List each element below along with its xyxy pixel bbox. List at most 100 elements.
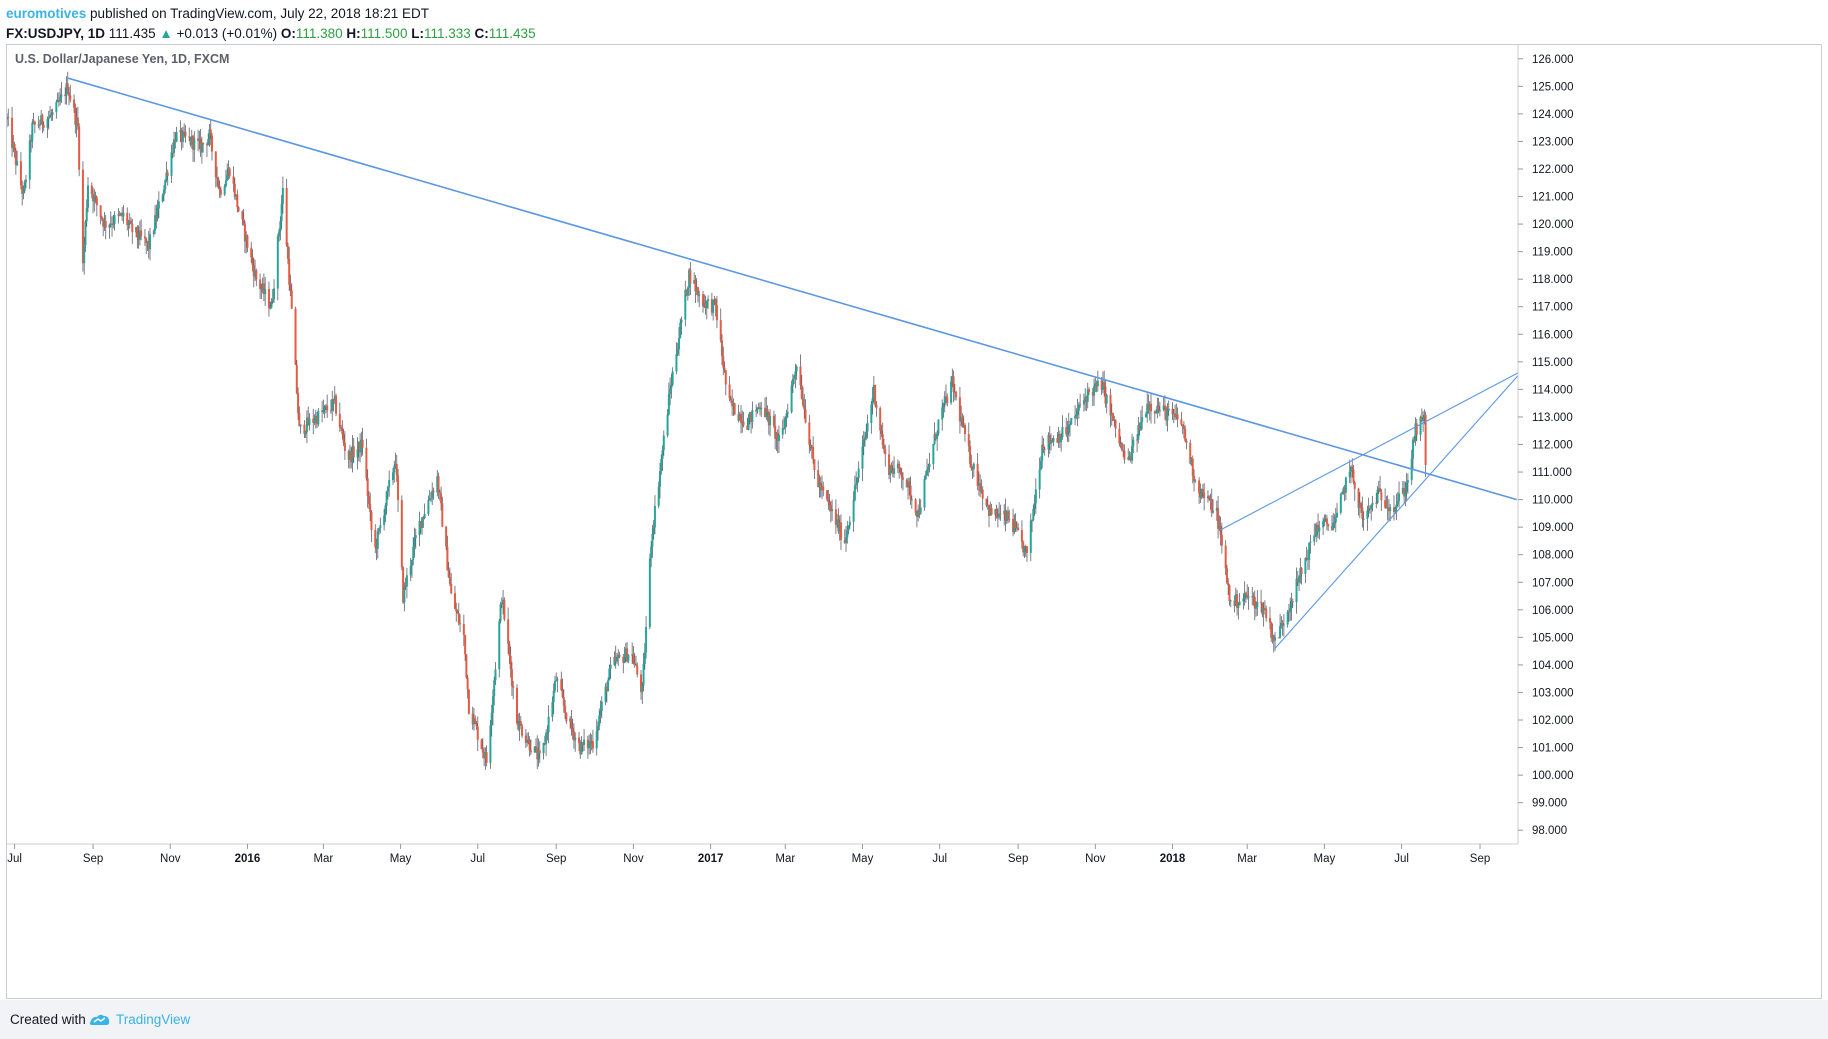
- price-tick-label: 117.000: [1532, 302, 1573, 314]
- candle-up: [348, 451, 351, 460]
- candle-down: [192, 136, 195, 150]
- candle-down: [1360, 503, 1363, 508]
- candle-down: [57, 100, 60, 102]
- candle-up: [1128, 456, 1131, 458]
- candle-up: [757, 407, 760, 409]
- candle-down: [73, 99, 76, 108]
- candle-down: [400, 500, 403, 568]
- candle-down: [1123, 450, 1126, 460]
- candle-down: [710, 299, 713, 313]
- candle-up: [1061, 426, 1064, 438]
- candle-down: [1201, 489, 1204, 493]
- candle-down: [137, 237, 140, 240]
- time-tick-label: 2016: [235, 853, 261, 865]
- candle-down: [1325, 518, 1328, 524]
- candle-up: [998, 513, 1001, 518]
- candle-up: [648, 558, 651, 627]
- candle-down: [1189, 442, 1192, 464]
- price-tick-label: 122.000: [1532, 164, 1574, 176]
- time-tick-label: Nov: [1085, 853, 1106, 865]
- candle-down: [288, 258, 291, 285]
- price-value: 111.435: [108, 26, 156, 41]
- candle-up: [684, 290, 687, 320]
- candle-up: [394, 464, 397, 467]
- candle-up: [333, 395, 336, 401]
- candle-down: [361, 439, 364, 448]
- candle-down: [918, 509, 921, 514]
- candle-down: [145, 238, 148, 243]
- candle-down: [1291, 601, 1294, 603]
- candle-down: [1004, 510, 1007, 521]
- candle-down: [374, 529, 377, 547]
- candle-up: [1290, 601, 1293, 609]
- candle-up: [1038, 469, 1041, 490]
- candle-down: [303, 424, 306, 434]
- candle-down: [581, 742, 584, 745]
- candle-up: [86, 185, 89, 208]
- candle-up: [269, 307, 272, 309]
- candle-up: [164, 180, 167, 190]
- tradingview-brand[interactable]: TradingView: [116, 1012, 191, 1027]
- candle-up: [227, 168, 230, 175]
- candle-up: [942, 402, 945, 408]
- candle-down: [1203, 492, 1206, 499]
- candle-down: [1272, 635, 1275, 641]
- candle-down: [1180, 419, 1183, 425]
- candle-down: [197, 138, 200, 141]
- candle-down: [731, 400, 734, 407]
- candle-down: [1330, 526, 1333, 530]
- candle-up: [607, 680, 610, 692]
- candle-up: [1206, 496, 1209, 499]
- candle-up: [32, 121, 35, 123]
- price-tick-label: 113.000: [1532, 412, 1573, 424]
- candle-down: [1171, 408, 1174, 415]
- candle-down: [471, 713, 474, 725]
- candle-up: [1034, 489, 1037, 504]
- author-link[interactable]: euromotives: [6, 6, 87, 21]
- candle-up: [1298, 576, 1301, 583]
- candle-down: [774, 425, 777, 439]
- candle-down: [121, 212, 124, 217]
- candle-down: [205, 144, 208, 146]
- candle-down: [1012, 518, 1015, 533]
- close-value: 111.435: [488, 26, 536, 41]
- candle-up: [679, 322, 682, 339]
- candle-up: [695, 287, 698, 292]
- candle-up: [870, 404, 873, 424]
- candle-up: [790, 385, 793, 413]
- candle-up: [1376, 489, 1379, 504]
- candle-up: [910, 499, 913, 501]
- low-value: 111.333: [423, 26, 471, 41]
- price-tick-label: 110.000: [1532, 495, 1573, 507]
- chart-frame[interactable]: U.S. Dollar/Japanese Yen, 1D, FXCM 126.0…: [6, 44, 1822, 999]
- candle-up: [207, 138, 210, 145]
- time-tick-label: 2018: [1160, 853, 1186, 865]
- candle-up: [1093, 386, 1096, 396]
- candle-up: [1348, 471, 1351, 478]
- candle-down: [111, 223, 114, 225]
- candle-down: [1228, 585, 1231, 601]
- candle-down: [450, 583, 453, 594]
- candle-down: [750, 412, 753, 422]
- close-label: C:: [474, 26, 489, 41]
- candle-down: [517, 723, 520, 730]
- candle-down: [507, 619, 510, 644]
- candle-down: [295, 364, 298, 394]
- candle-up: [1271, 635, 1274, 638]
- candle-up: [414, 535, 417, 539]
- candle-up: [260, 288, 263, 290]
- candle-up: [1077, 404, 1080, 411]
- candle-down: [321, 410, 324, 412]
- candle-up: [264, 288, 267, 295]
- candle-down: [1415, 423, 1418, 435]
- candle-down: [766, 409, 769, 413]
- time-tick-label: May: [852, 853, 874, 865]
- low-label: L:: [411, 26, 424, 41]
- candle-up: [1057, 434, 1060, 443]
- chart-canvas[interactable]: U.S. Dollar/Japanese Yen, 1D, FXCM 126.0…: [7, 45, 1821, 998]
- candle-down: [104, 220, 107, 228]
- candle-down: [1253, 597, 1256, 609]
- trendline: [1220, 372, 1519, 531]
- candle-up: [162, 189, 165, 196]
- candle-down: [66, 83, 69, 93]
